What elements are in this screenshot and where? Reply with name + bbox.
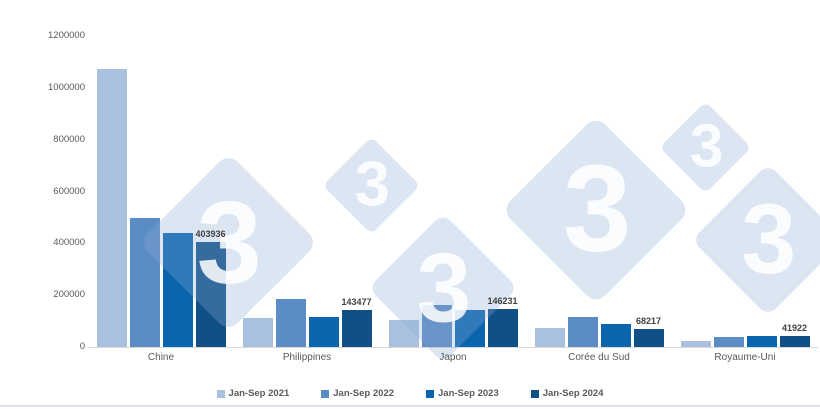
plot-area	[88, 36, 818, 347]
chart: 120000010000008000006000004000002000000 …	[0, 0, 820, 409]
bar[interactable]	[276, 299, 306, 347]
bar[interactable]	[780, 336, 810, 347]
x-axis-line	[88, 347, 818, 348]
legend-item[interactable]: Jan-Sep 2024	[531, 388, 604, 399]
legend-swatch	[321, 390, 329, 398]
bar[interactable]	[342, 310, 372, 347]
bar[interactable]	[535, 328, 565, 347]
x-axis-category-label: Japon	[439, 352, 466, 363]
bar[interactable]	[309, 317, 339, 347]
y-axis-tick-label: 1200000	[5, 30, 85, 42]
legend-label: Jan-Sep 2022	[333, 388, 394, 399]
legend-label: Jan-Sep 2023	[438, 388, 499, 399]
bar-group	[681, 36, 810, 347]
bar-group	[97, 36, 226, 347]
legend-label: Jan-Sep 2021	[229, 388, 290, 399]
bar[interactable]	[568, 317, 598, 347]
x-axis-category-label: Philippines	[283, 352, 331, 363]
bar-group	[389, 36, 518, 347]
bar-group	[535, 36, 664, 347]
bar[interactable]	[422, 305, 452, 347]
legend-item[interactable]: Jan-Sep 2023	[426, 388, 499, 399]
y-axis-tick-label: 400000	[5, 237, 85, 249]
x-axis-category-label: Royaume-Uni	[714, 352, 775, 363]
x-axis-category-label: Corée du Sud	[568, 352, 630, 363]
y-axis-tick-label: 0	[5, 341, 85, 353]
bar[interactable]	[97, 69, 127, 347]
bar[interactable]	[455, 310, 485, 347]
bar[interactable]	[747, 336, 777, 347]
x-axis-category-label: Chine	[148, 352, 174, 363]
legend-swatch	[426, 390, 434, 398]
legend-item[interactable]: Jan-Sep 2022	[321, 388, 394, 399]
bar[interactable]	[714, 337, 744, 347]
bar[interactable]	[163, 233, 193, 347]
legend-label: Jan-Sep 2024	[543, 388, 604, 399]
bar-group	[243, 36, 372, 347]
y-axis-tick-label: 1000000	[5, 82, 85, 94]
bar[interactable]	[634, 329, 664, 347]
bottom-border	[0, 405, 820, 407]
bar[interactable]	[389, 320, 419, 347]
bar[interactable]	[196, 242, 226, 347]
y-axis-tick-label: 200000	[5, 289, 85, 301]
legend-item[interactable]: Jan-Sep 2021	[217, 388, 290, 399]
bar[interactable]	[243, 318, 273, 347]
legend: Jan-Sep 2021 Jan-Sep 2022 Jan-Sep 2023 Jan-…	[0, 388, 820, 399]
bar[interactable]	[601, 324, 631, 347]
y-axis-tick-label: 600000	[5, 186, 85, 198]
bar[interactable]	[130, 218, 160, 347]
legend-swatch	[531, 390, 539, 398]
y-axis-tick-label: 800000	[5, 134, 85, 146]
legend-swatch	[217, 390, 225, 398]
bar[interactable]	[488, 309, 518, 347]
